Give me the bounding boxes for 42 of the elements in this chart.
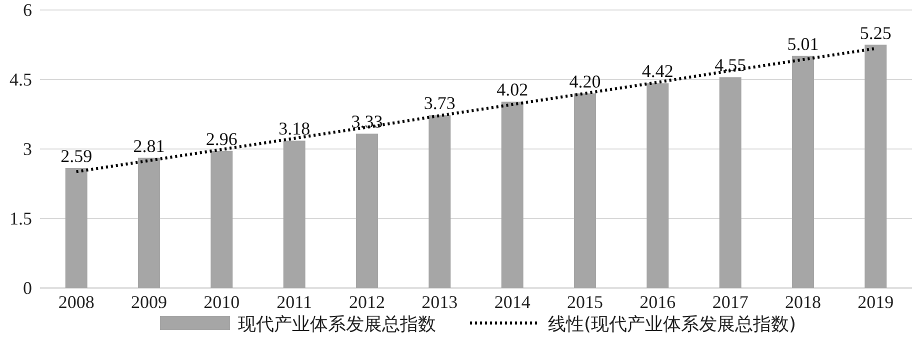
x-tick-label: 2016 (640, 292, 676, 312)
data-label: 3.18 (278, 118, 310, 139)
data-label: 2.59 (60, 146, 92, 166)
legend-label: 现代产业体系发展总指数 (238, 314, 436, 335)
y-tick-label: 4.5 (10, 70, 32, 90)
bar (501, 102, 524, 288)
legend-label: 线性(现代产业体系发展总指数) (548, 314, 796, 335)
x-tick-label: 2019 (858, 292, 894, 312)
x-tick-label: 2012 (349, 292, 385, 312)
x-tick-label: 2017 (712, 292, 748, 312)
data-label: 5.25 (860, 22, 892, 43)
data-label: 4.02 (496, 80, 528, 100)
bar (864, 44, 887, 288)
data-label: 2.81 (133, 136, 165, 156)
y-tick-label: 3 (23, 139, 32, 159)
bar (210, 150, 233, 288)
bar (646, 83, 669, 288)
x-tick-label: 2010 (204, 292, 240, 312)
x-tick-label: 2014 (494, 292, 530, 312)
data-label: 4.42 (642, 61, 674, 82)
x-tick-label: 2008 (58, 292, 94, 312)
bar (792, 56, 814, 288)
data-label: 2.96 (206, 128, 238, 149)
x-tick-label: 2018 (785, 292, 821, 312)
data-label: 5.01 (787, 34, 819, 54)
y-tick-label: 6 (23, 0, 32, 20)
x-tick-label: 2013 (422, 292, 458, 312)
bar (574, 93, 596, 288)
bar (65, 168, 88, 288)
x-tick-label: 2015 (567, 292, 603, 312)
bar (283, 140, 306, 288)
x-tick-label: 2009 (131, 292, 167, 312)
y-tick-label: 1.5 (10, 208, 32, 228)
bar (138, 158, 160, 288)
bar (428, 115, 451, 288)
data-label: 3.33 (351, 112, 383, 132)
bar (356, 134, 378, 288)
x-tick-label: 2011 (276, 292, 312, 312)
bar (719, 77, 742, 288)
data-label: 3.73 (424, 93, 456, 114)
y-tick-label: 0 (23, 278, 32, 298)
data-label: 4.20 (569, 71, 601, 92)
